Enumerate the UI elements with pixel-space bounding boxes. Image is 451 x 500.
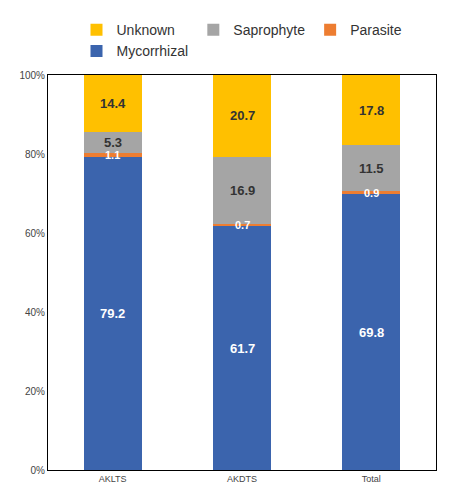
svg-text:5.3: 5.3 <box>104 135 122 150</box>
svg-text:17.8: 17.8 <box>359 103 384 118</box>
svg-text:AKLTS: AKLTS <box>99 474 127 484</box>
svg-text:69.8: 69.8 <box>359 325 384 340</box>
svg-text:100%: 100% <box>19 70 45 81</box>
svg-text:Total: Total <box>362 474 381 484</box>
svg-text:79.2: 79.2 <box>100 306 125 321</box>
svg-text:16.9: 16.9 <box>230 183 255 198</box>
svg-text:0.7: 0.7 <box>235 219 250 231</box>
svg-text:61.7: 61.7 <box>230 341 255 356</box>
svg-text:14.4: 14.4 <box>100 96 126 111</box>
svg-text:AKDTS: AKDTS <box>227 474 257 484</box>
svg-text:Mycorrhizal: Mycorrhizal <box>117 43 189 59</box>
svg-text:Parasite: Parasite <box>350 22 402 38</box>
svg-text:Saprophyte: Saprophyte <box>233 22 305 38</box>
svg-text:20%: 20% <box>25 386 45 397</box>
svg-text:11.5: 11.5 <box>359 161 384 176</box>
svg-text:80%: 80% <box>25 149 45 160</box>
svg-text:20.7: 20.7 <box>230 108 255 123</box>
svg-text:Unknown: Unknown <box>117 22 175 38</box>
svg-text:40%: 40% <box>25 307 45 318</box>
svg-text:60%: 60% <box>25 228 45 239</box>
svg-text:1.1: 1.1 <box>105 149 120 161</box>
svg-text:0%: 0% <box>31 465 46 476</box>
svg-text:0.9: 0.9 <box>364 187 379 199</box>
